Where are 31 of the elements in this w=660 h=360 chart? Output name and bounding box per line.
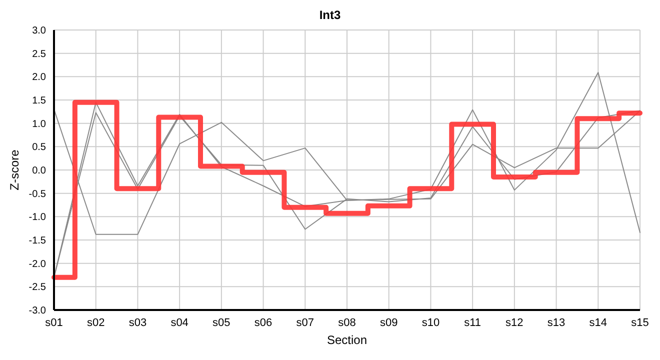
y-tick-label: 1.0 [32,118,46,130]
y-tick-label: 0.0 [32,166,46,177]
x-tick-label: s06 [254,316,272,329]
x-tick-label: s07 [296,316,314,329]
x-tick-label: s08 [338,316,356,329]
y-tick-label: -2.5 [28,282,46,294]
x-tick-label: s11 [464,316,482,329]
y-tick-label: -2.0 [28,258,46,270]
x-tick-label: s09 [380,316,398,329]
x-tick-label: s15 [631,316,649,329]
y-tick-label: 3.0 [32,26,46,37]
y-tick-label: 2.5 [32,48,46,60]
y-tick-label: -0.5 [28,188,46,200]
x-tick-label: s10 [422,316,440,329]
chart-title: Int3 [318,8,342,24]
y-tick-label: -1.0 [28,212,46,224]
x-axis-title: Section [326,333,368,347]
y-tick-label: -3.0 [28,306,46,317]
y-tick-label: -1.5 [28,236,46,247]
x-tick-label: s03 [128,316,147,329]
x-tick-label: s02 [86,316,105,329]
y-tick-label: 0.5 [32,142,46,154]
x-tick-label: s04 [170,316,188,329]
y-tick-label: 2.0 [32,72,46,84]
x-tick-label: s13 [547,316,566,329]
x-tick-label: s05 [212,316,230,329]
x-tick-label: s01 [45,316,63,329]
x-tick-label: s12 [506,316,524,329]
x-tick-label: s14 [589,316,608,329]
y-tick-label: 1.5 [32,96,46,107]
y-axis-title: Z-score [7,149,22,190]
